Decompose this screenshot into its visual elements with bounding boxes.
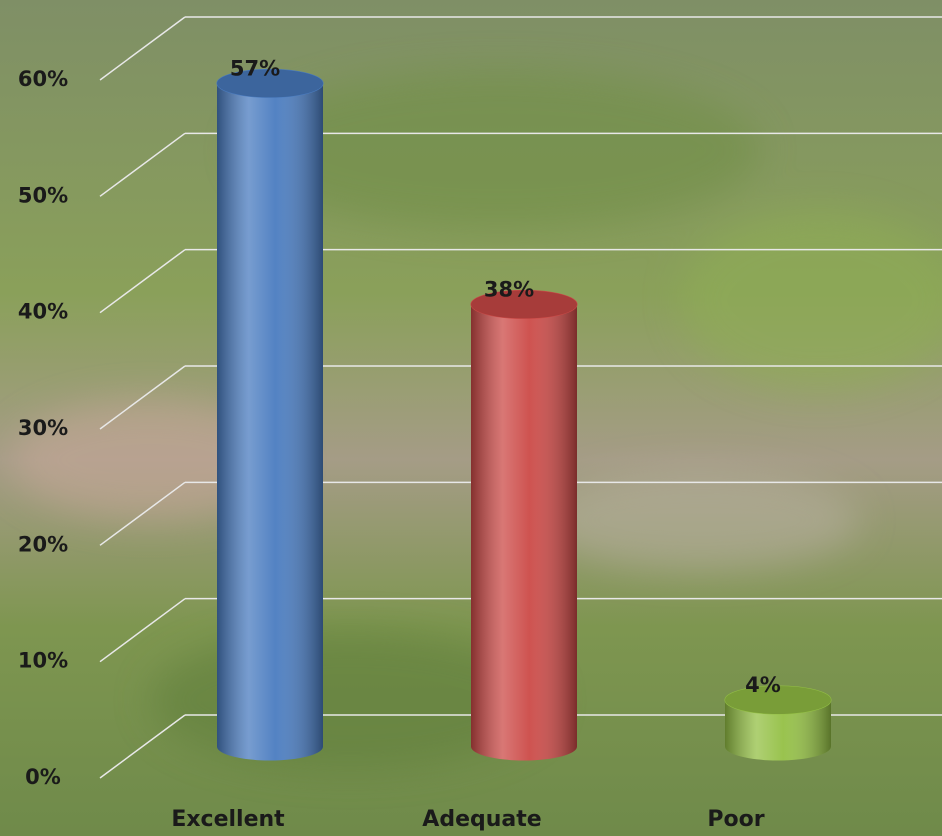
x-tick-label: Poor <box>707 807 764 832</box>
cylinder <box>724 685 832 761</box>
x-tick-label: Excellent <box>171 807 285 832</box>
grid-diagonal <box>99 16 186 81</box>
bar-top <box>470 289 578 319</box>
bar-top-shade <box>217 69 323 98</box>
bar-shading <box>217 83 323 761</box>
cylinder <box>216 68 324 761</box>
bars: 57% Excellent 38% Adequate 4% Poor <box>171 56 832 832</box>
y-tick-label: 30% <box>18 416 68 440</box>
cylinder <box>470 289 578 761</box>
bar-top <box>216 68 324 98</box>
y-tick-label: 60% <box>18 67 68 91</box>
grid-diagonal <box>99 598 186 663</box>
value-label: 57% <box>230 56 280 80</box>
bar-top-shade <box>471 290 577 319</box>
grid-diagonal <box>99 249 186 314</box>
y-tick-label: 50% <box>18 183 68 207</box>
bar-top-shade <box>725 685 831 714</box>
grid-diagonal <box>99 481 186 546</box>
bar-top <box>724 685 832 715</box>
y-tick-label: 10% <box>18 649 68 673</box>
y-tick-label: 0% <box>25 765 61 789</box>
x-tick-label: Adequate <box>422 807 541 832</box>
bar-shading <box>471 304 577 761</box>
y-tick-label: 40% <box>18 300 68 324</box>
value-label: 38% <box>484 277 534 301</box>
grid-diagonal <box>99 714 186 779</box>
y-tick-label: 20% <box>18 532 68 556</box>
bar-shading <box>725 699 831 761</box>
value-label: 4% <box>745 673 781 697</box>
grid-diagonal <box>99 132 186 197</box>
grid-diagonal <box>99 365 186 430</box>
